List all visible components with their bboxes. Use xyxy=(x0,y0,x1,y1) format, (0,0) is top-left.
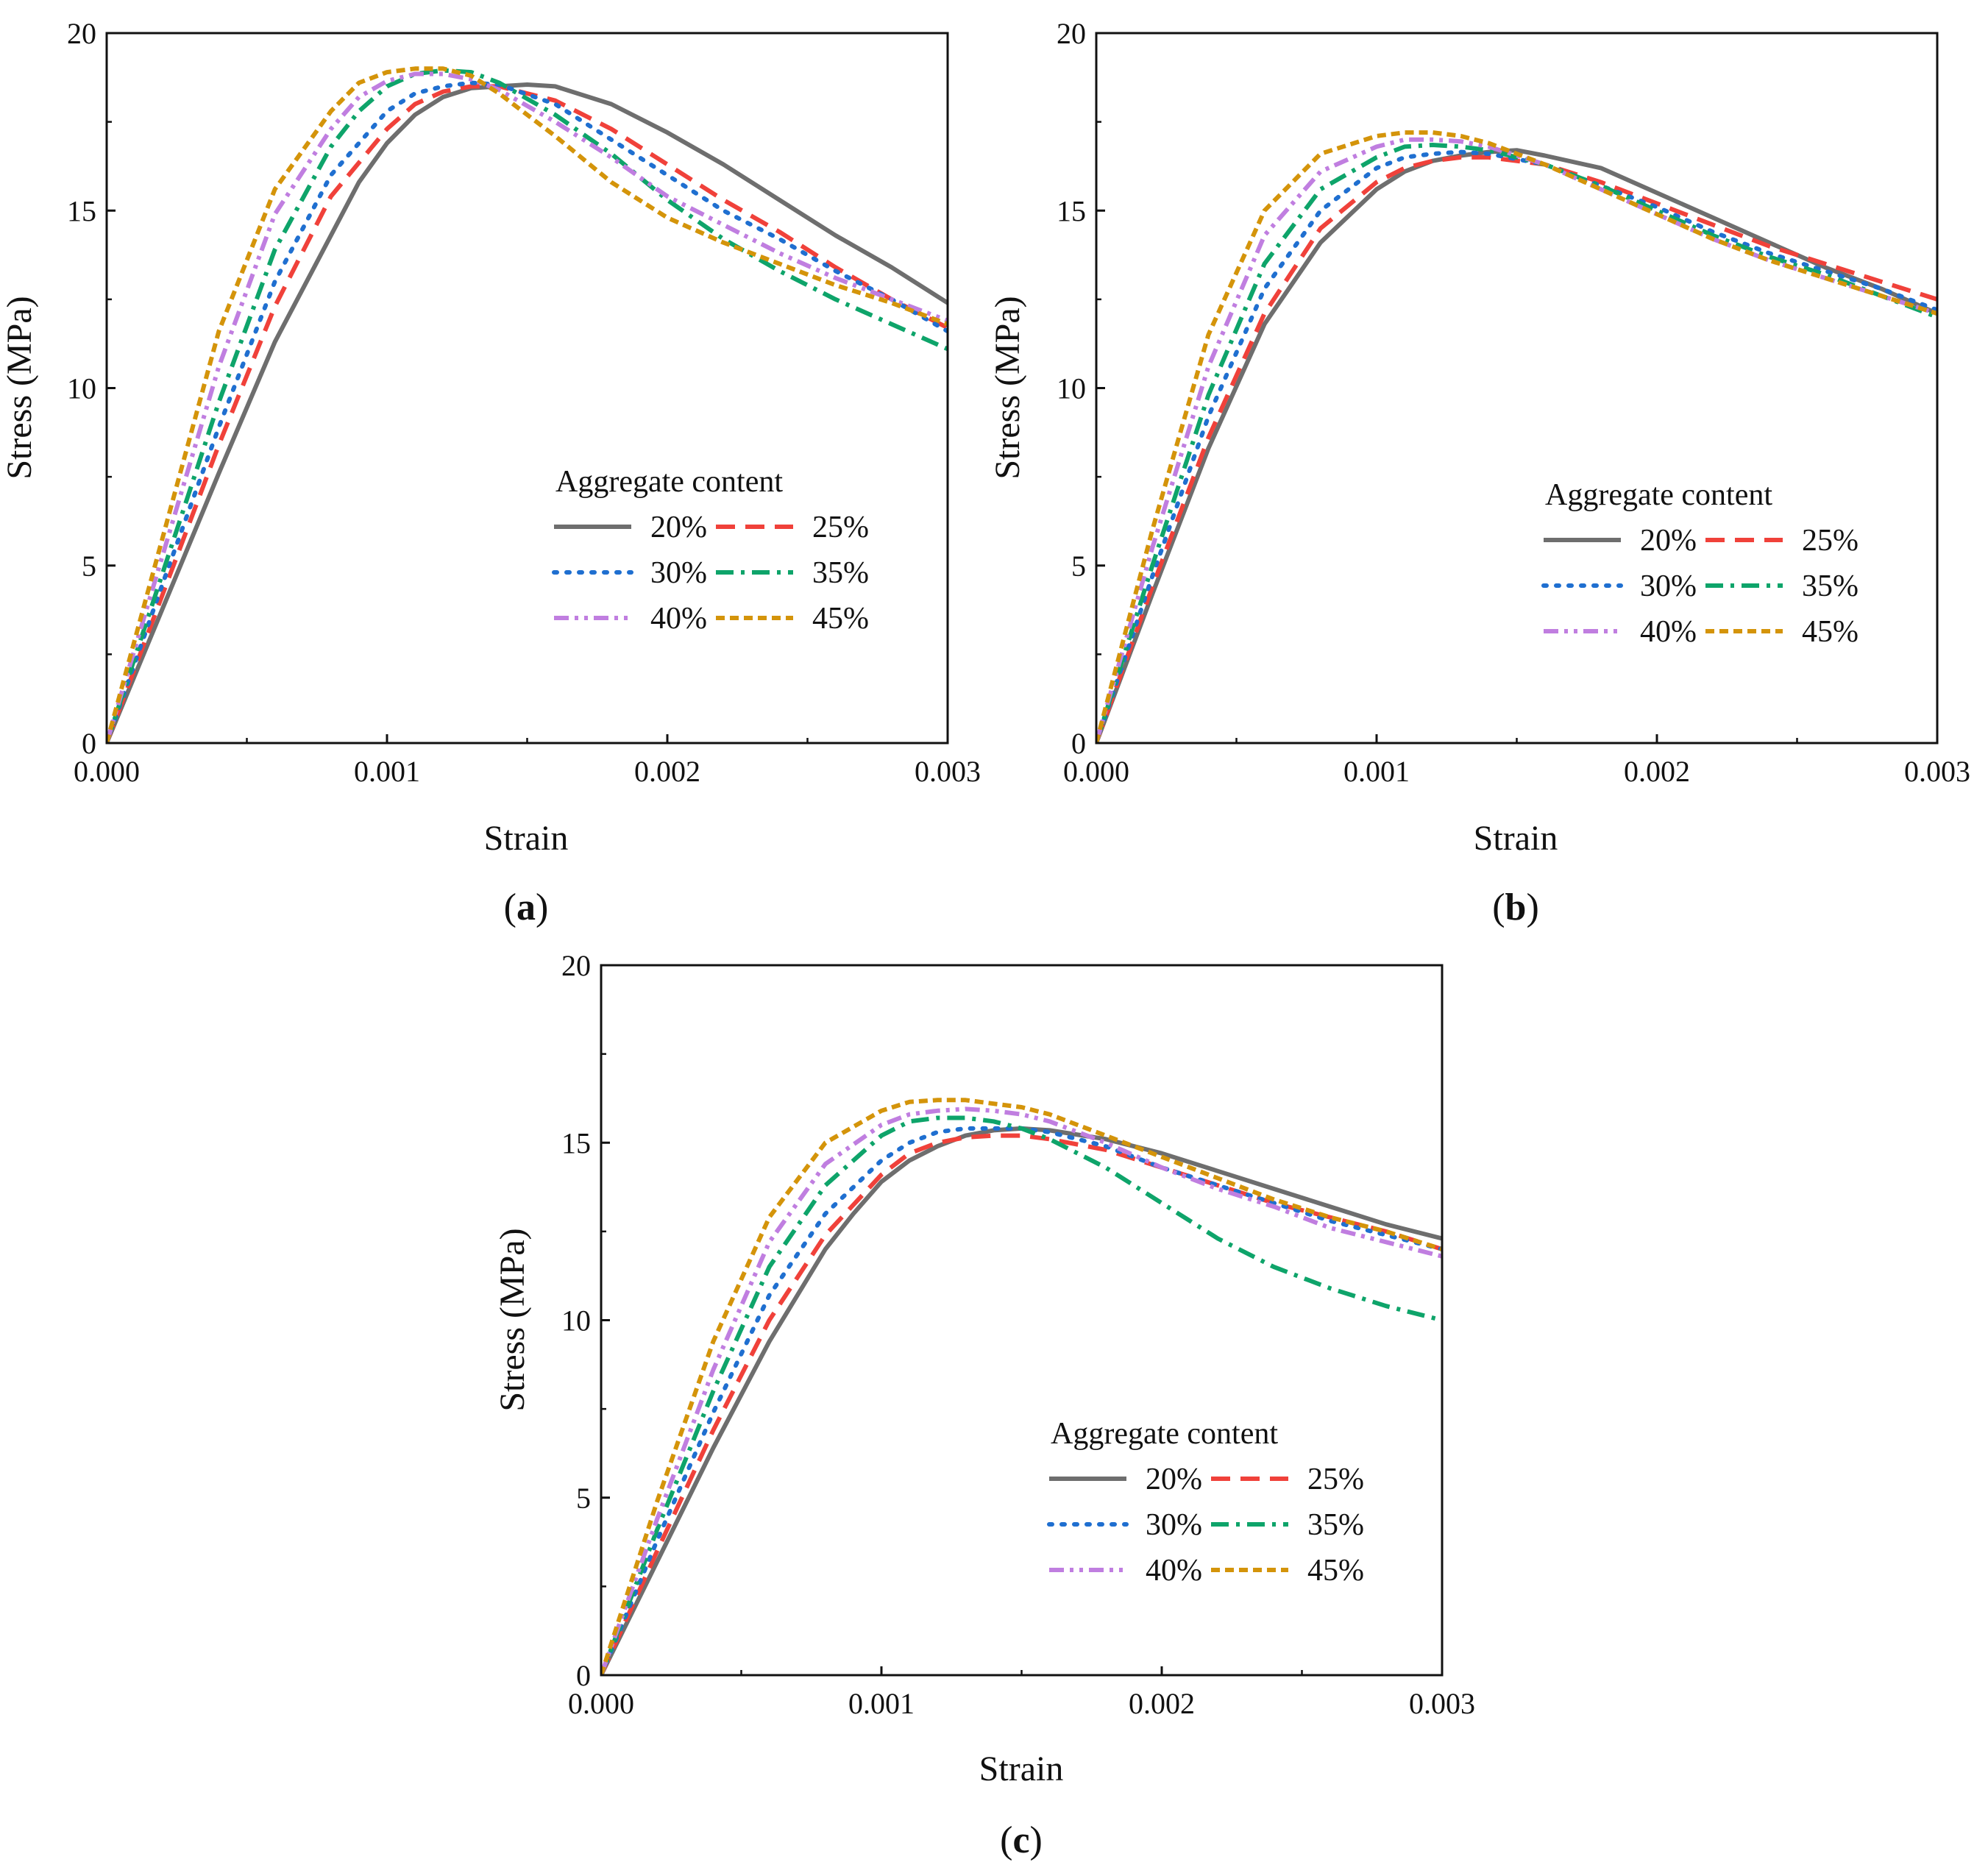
legend-label: 25% xyxy=(1307,1463,1364,1496)
legend-label: 35% xyxy=(1307,1508,1364,1542)
y-tick-label: 10 xyxy=(561,1304,591,1337)
y-axis-title: Stress (MPa) xyxy=(0,296,39,479)
panel-label: (a) xyxy=(504,887,549,928)
legend-label: 30% xyxy=(1640,569,1697,603)
y-tick-label: 0 xyxy=(576,1659,591,1692)
series-line-40pct xyxy=(107,71,948,743)
x-tick-label: 0.002 xyxy=(1129,1687,1195,1720)
legend-label: 20% xyxy=(1640,524,1697,558)
chart-panel-b: 0.000 0.001 0.002 0.003 0 5 10 15 20 Strain Stress… xyxy=(988,17,1970,928)
y-tick-label: 5 xyxy=(576,1482,591,1515)
x-tick-label: 0.003 xyxy=(915,755,981,788)
chart-panel-a: 0.000 0.001 0.002 0.003 0 5 10 15 20 Strain Stress… xyxy=(0,17,981,928)
x-tick-label: 0.002 xyxy=(634,755,700,788)
y-tick-label: 0 xyxy=(1071,727,1086,760)
x-axis-title: Strain xyxy=(979,1749,1064,1788)
y-tick-label: 15 xyxy=(1057,194,1086,227)
series-group xyxy=(107,66,948,743)
legend-label: 20% xyxy=(1146,1463,1202,1496)
x-tick-label: 0.000 xyxy=(74,755,140,788)
y-axis-title: Stress (MPa) xyxy=(988,296,1027,479)
series-group xyxy=(1096,130,1937,743)
y-tick-label: 15 xyxy=(561,1126,591,1159)
series-line-20pct xyxy=(601,1126,1442,1675)
x-tick-label: 0.000 xyxy=(568,1687,634,1720)
series-line-25pct xyxy=(107,84,948,743)
x-tick-label: 0.003 xyxy=(1409,1687,1475,1720)
series-line-45pct xyxy=(601,1098,1442,1675)
y-tick-label: 5 xyxy=(1071,550,1086,583)
panel-label: (c) xyxy=(1000,1819,1043,1861)
chart-panel-c: 0.000 0.001 0.002 0.003 0 5 10 15 20 Strain Stress… xyxy=(493,949,1475,1861)
x-axis-title: Strain xyxy=(484,819,569,858)
x-tick-label: 0.001 xyxy=(1343,755,1410,788)
legend-label: 40% xyxy=(1640,615,1697,649)
legend-label: 45% xyxy=(812,602,869,636)
series-line-35pct xyxy=(107,68,948,743)
legend-label: 30% xyxy=(650,556,707,590)
series-line-45pct xyxy=(107,66,948,743)
legend-label: 35% xyxy=(812,556,869,590)
legend-title: Aggregate content xyxy=(555,465,783,499)
legend-title: Aggregate content xyxy=(1051,1417,1278,1451)
legend-label: 30% xyxy=(1146,1508,1202,1542)
legend-label: 25% xyxy=(812,511,869,544)
y-axis-title: Stress (MPa) xyxy=(493,1228,532,1411)
series-line-40pct xyxy=(601,1106,1442,1675)
series-line-35pct xyxy=(1096,143,1937,743)
legend: Aggregate content 20% 25% 30% 35% 40% 45% xyxy=(1541,478,1859,649)
legend-label: 35% xyxy=(1802,569,1859,603)
legend-label: 40% xyxy=(1146,1554,1202,1588)
y-tick-label: 10 xyxy=(67,372,96,405)
y-tick-label: 0 xyxy=(82,727,96,760)
legend: Aggregate content 20% 25% 30% 35% 40% 45% xyxy=(1047,1417,1364,1588)
legend-label: 40% xyxy=(650,602,707,636)
legend-label: 25% xyxy=(1802,524,1859,558)
x-axis-title: Strain xyxy=(1474,819,1558,858)
y-tick-label: 20 xyxy=(1057,17,1086,50)
legend: Aggregate content 20% 25% 30% 35% 40% 45% xyxy=(552,465,869,636)
series-line-35pct xyxy=(601,1115,1442,1675)
series-line-20pct xyxy=(107,82,948,743)
x-tick-label: 0.000 xyxy=(1063,755,1129,788)
x-tick-label: 0.003 xyxy=(1904,755,1970,788)
series-line-25pct xyxy=(1096,154,1937,743)
y-tick-label: 10 xyxy=(1057,372,1086,405)
series-line-30pct xyxy=(601,1126,1442,1675)
panel-label: (b) xyxy=(1492,887,1539,928)
legend-label: 20% xyxy=(650,511,707,544)
y-tick-label: 20 xyxy=(67,17,96,50)
x-tick-label: 0.001 xyxy=(354,755,420,788)
y-tick-label: 5 xyxy=(82,550,96,583)
y-tick-label: 20 xyxy=(561,949,591,982)
legend-label: 45% xyxy=(1802,615,1859,649)
legend-title: Aggregate content xyxy=(1545,478,1772,512)
series-group xyxy=(601,1098,1442,1675)
series-line-30pct xyxy=(1096,149,1937,743)
legend-label: 45% xyxy=(1307,1554,1364,1588)
x-tick-label: 0.001 xyxy=(848,1687,915,1720)
x-tick-label: 0.002 xyxy=(1624,755,1690,788)
series-line-45pct xyxy=(1096,130,1937,743)
y-tick-label: 15 xyxy=(67,194,96,227)
